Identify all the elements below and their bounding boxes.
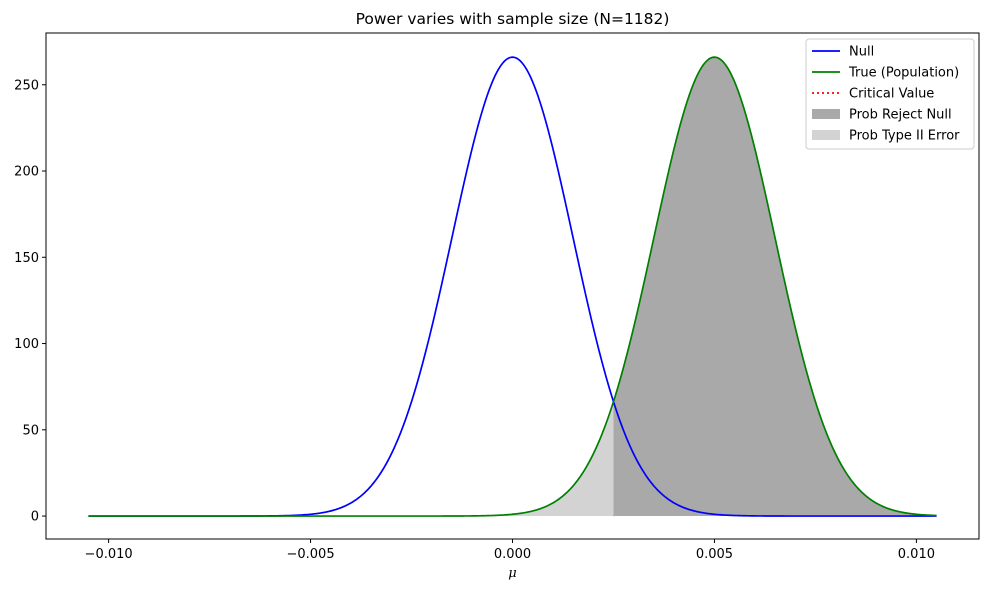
legend-label-prob-reject-null: Prob Reject Null: [849, 108, 952, 123]
legend-label-prob-type-ii-error: Prob Type II Error: [849, 129, 960, 144]
y-tick-label: 200: [14, 165, 39, 180]
fill-prob-type-ii-error: [88, 401, 614, 517]
legend-swatch-prob-type-ii-error: [812, 130, 840, 140]
legend-label-critical-value: Critical Value: [849, 87, 934, 102]
x-tick-label: 0.000: [494, 547, 531, 562]
fill-prob-reject-null: [613, 57, 937, 517]
chart-title: Power varies with sample size (N=1182): [356, 10, 670, 28]
legend-label-null: Null: [849, 45, 874, 60]
y-tick-label: 0: [31, 510, 39, 525]
legend-swatch-prob-reject-null: [812, 109, 840, 119]
x-tick-label: 0.005: [696, 547, 733, 562]
x-axis-label: μ: [508, 566, 516, 581]
y-tick-label: 250: [14, 78, 39, 93]
x-tick-label: −0.005: [286, 547, 334, 562]
y-tick-label: 150: [14, 251, 39, 266]
x-tick-label: −0.010: [85, 547, 133, 562]
plot-area: −0.010 −0.005 0.000 0.005 0.010 0 50 100 150 200 2…: [14, 32, 980, 562]
legend-label-true-population: True (Population): [848, 66, 959, 81]
legend-box: [805, 38, 975, 150]
series-line-true-population: [88, 56, 937, 517]
y-tick-label: 100: [14, 337, 39, 352]
legend: Null True (Population) Critical Value Prob …: [805, 38, 975, 150]
y-tick-label: 50: [22, 423, 39, 438]
x-tick-label: 0.010: [898, 547, 935, 562]
